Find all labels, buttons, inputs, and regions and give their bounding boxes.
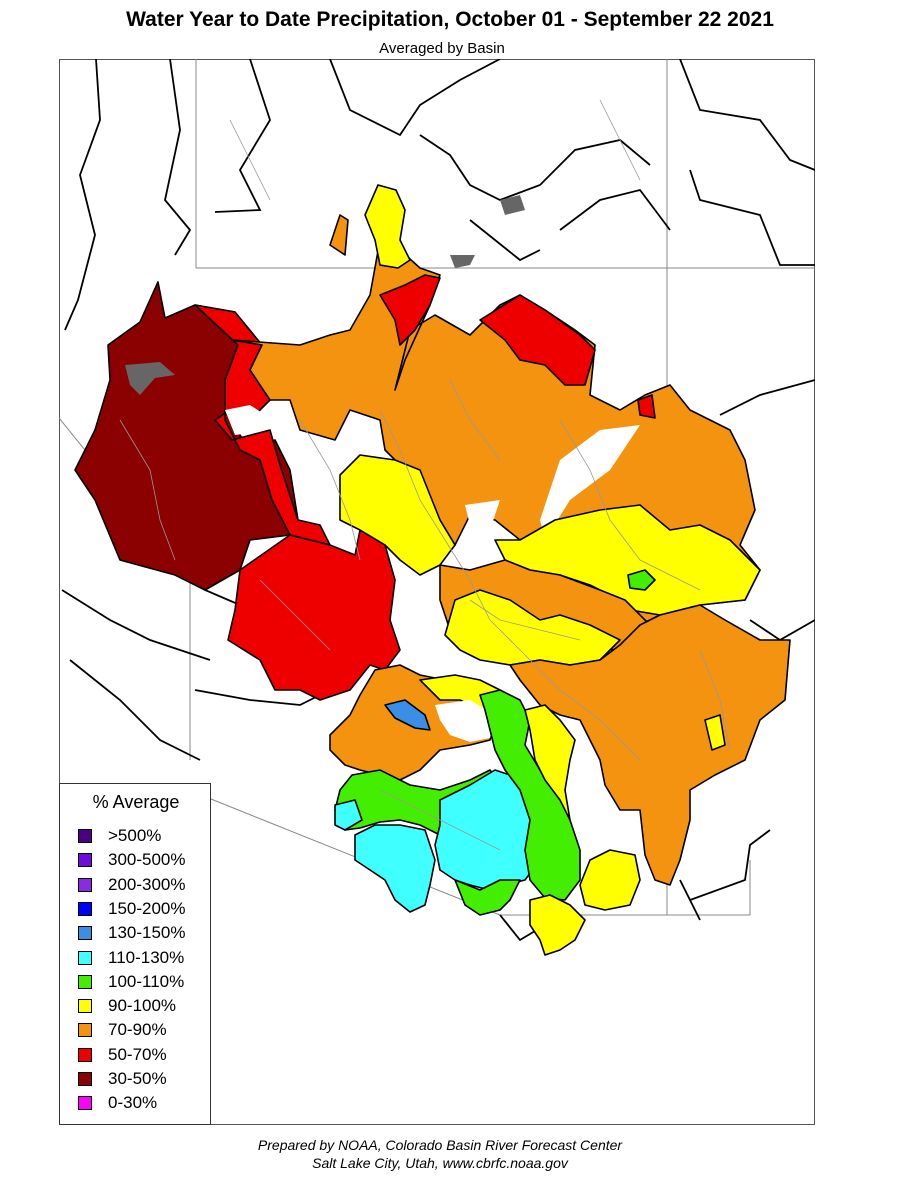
legend-swatch	[78, 1072, 92, 1086]
legend-label: 50-70%	[108, 1044, 167, 1064]
legend-label: 30-50%	[108, 1069, 167, 1088]
legend-label: 90-100%	[108, 996, 177, 1016]
basin-110-130-nw-tab	[334, 799, 363, 831]
basin-50-70-north-b	[379, 274, 441, 346]
no-data-gap-3	[465, 500, 500, 530]
legend-label: 100-110%	[108, 971, 185, 991]
legend-item: 50-70%	[78, 1045, 167, 1065]
legend-item: 130-150%	[78, 923, 186, 943]
legend-swatch	[78, 950, 92, 965]
lakes	[125, 195, 525, 395]
legend-swatch	[78, 926, 92, 941]
legend-item: 70-90%	[78, 1020, 167, 1040]
basin-90-100-se-lobe	[579, 849, 641, 911]
legend-item: 30-50%	[78, 1069, 167, 1089]
basin-130-150	[384, 699, 431, 731]
basin-110-130-sw	[354, 824, 436, 913]
credit-text: Prepared by NOAA, Colorado Basin River F…	[0, 1136, 880, 1172]
legend-item: 0-30%	[78, 1093, 157, 1113]
legend-item: >500%	[78, 826, 161, 846]
legend-swatch	[78, 901, 92, 916]
legend-item: 150-200%	[78, 899, 186, 919]
credit-line-2: Salt Lake City, Utah, www.cbrfc.noaa.gov	[312, 1155, 568, 1171]
basin-90-100-east-strip	[524, 704, 576, 821]
legend-swatch	[78, 1047, 92, 1062]
legend-label: 200-300%	[108, 874, 186, 894]
legend-item: 200-300%	[78, 875, 186, 895]
legend-swatch	[78, 853, 92, 868]
legend-swatch	[78, 1096, 92, 1111]
basin-100-110-east	[479, 689, 581, 901]
basin-100-110-dot	[627, 569, 656, 591]
basin-50-70-ne-dot	[637, 394, 656, 419]
outer-basin-outlines	[61, 59, 815, 942]
no-data-gap-4	[435, 700, 495, 742]
legend-item: 90-100%	[78, 996, 176, 1016]
basin-90-100-s-lobe	[529, 894, 586, 956]
legend-label: 300-500%	[108, 850, 186, 870]
basin-50-70-north-a	[479, 294, 596, 386]
legend-swatch	[78, 877, 92, 892]
rivers	[119, 99, 731, 851]
no-data-gap-2	[540, 425, 640, 540]
colored-basins	[74, 184, 791, 956]
basin-100-110-south	[454, 879, 521, 916]
map-subtitle: Averaged by Basin	[379, 40, 505, 57]
legend-label: 110-130%	[108, 947, 185, 967]
basin-90-100-north-finger	[364, 184, 411, 269]
legend-swatch	[78, 1023, 92, 1038]
legend-label: 130-150%	[108, 923, 186, 943]
no-data-gap-1	[225, 405, 270, 435]
legend-item: 100-110%	[78, 972, 184, 992]
legend-item: 110-130%	[78, 948, 184, 968]
basin-90-100-central	[339, 454, 456, 576]
legend-label: 150-200%	[108, 898, 186, 918]
legend: % Average >500% 300-500% 200-300% 150-200% 1…	[59, 783, 211, 1125]
legend-item: 300-500%	[78, 850, 186, 870]
basin-90-100-se-patch	[704, 714, 726, 751]
basin-precipitation-map	[59, 59, 815, 956]
credit-line-1: Prepared by NOAA, Colorado Basin River F…	[257, 1137, 623, 1153]
legend-swatch	[78, 999, 92, 1014]
legend-label: >500%	[108, 826, 162, 845]
map-title: Water Year to Date Precipitation, Octobe…	[126, 8, 774, 31]
legend-swatch	[78, 829, 92, 843]
legend-title: % Average	[92, 792, 180, 812]
legend-label: 70-90%	[108, 1020, 167, 1040]
legend-label: 0-30%	[108, 1093, 158, 1113]
legend-swatch	[78, 974, 92, 989]
basin-70-90-southeast	[509, 604, 791, 886]
basin-70-90-nw-finger	[329, 214, 349, 256]
